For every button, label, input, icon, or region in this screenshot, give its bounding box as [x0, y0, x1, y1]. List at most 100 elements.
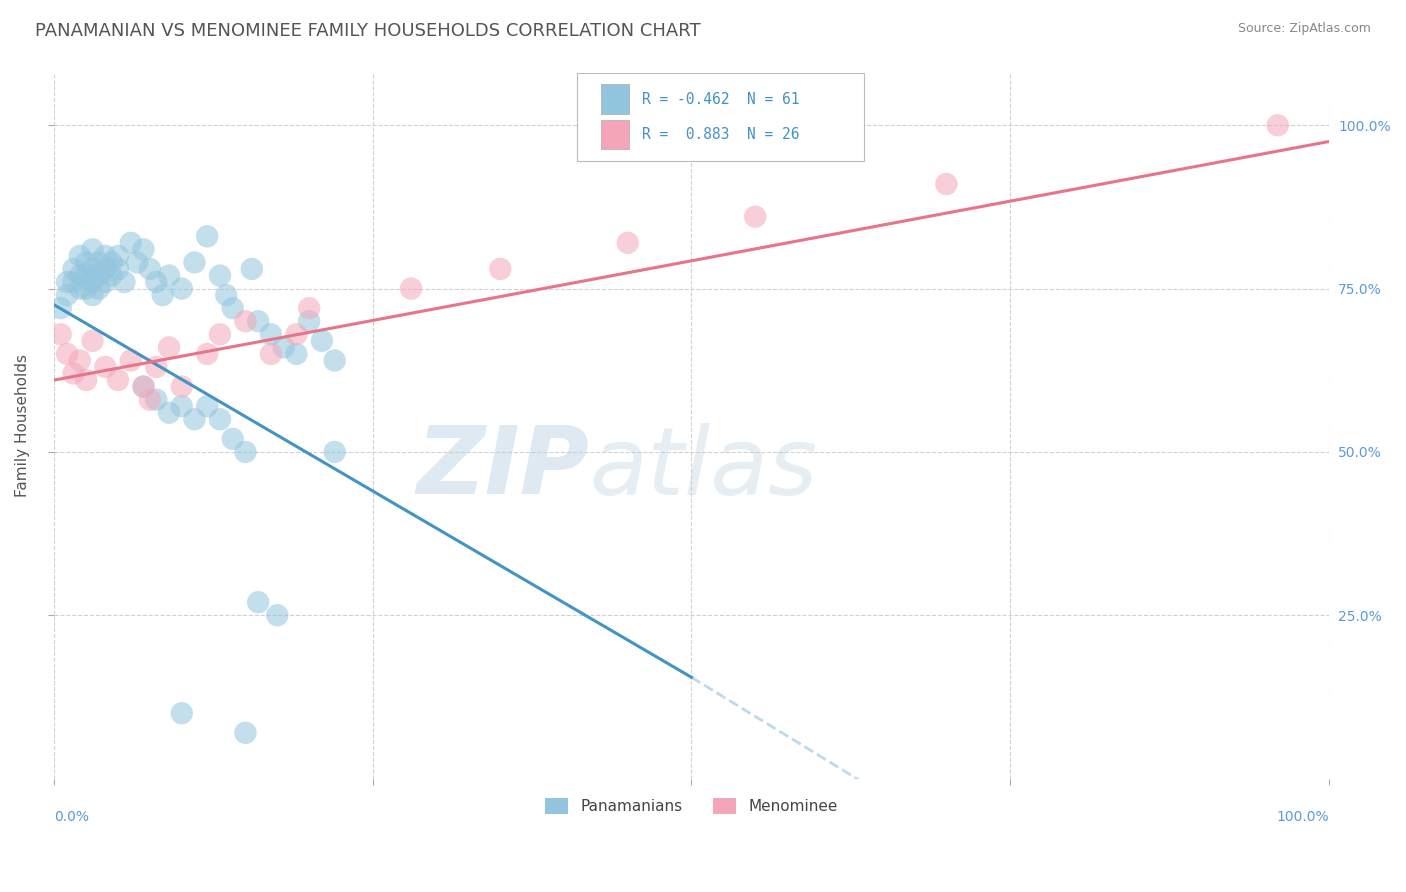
Point	[145, 392, 167, 407]
Point	[94, 262, 117, 277]
Point	[298, 314, 321, 328]
Point	[489, 262, 512, 277]
Point	[157, 268, 180, 283]
Point	[75, 373, 97, 387]
Point	[1267, 118, 1289, 132]
Point	[139, 262, 162, 277]
Point	[273, 340, 295, 354]
Point	[170, 706, 193, 721]
Point	[235, 314, 257, 328]
Point	[157, 406, 180, 420]
Text: Source: ZipAtlas.com: Source: ZipAtlas.com	[1237, 22, 1371, 36]
Point	[107, 249, 129, 263]
Point	[132, 243, 155, 257]
Point	[87, 268, 110, 283]
Point	[69, 249, 91, 263]
Point	[195, 347, 218, 361]
Point	[62, 367, 84, 381]
Point	[247, 595, 270, 609]
Point	[132, 379, 155, 393]
Point	[266, 608, 288, 623]
Point	[127, 255, 149, 269]
Point	[49, 327, 72, 342]
Point	[56, 347, 79, 361]
Point	[69, 268, 91, 283]
Point	[183, 412, 205, 426]
Text: R =  0.883  N = 26: R = 0.883 N = 26	[641, 127, 799, 142]
Point	[87, 282, 110, 296]
Legend: Panamanians, Menominee: Panamanians, Menominee	[540, 792, 844, 821]
Point	[260, 347, 283, 361]
Point	[298, 301, 321, 315]
Point	[215, 288, 238, 302]
Bar	[600, 84, 628, 114]
Point	[235, 445, 257, 459]
Point	[311, 334, 333, 348]
Point	[100, 255, 122, 269]
Point	[112, 275, 135, 289]
Point	[935, 177, 957, 191]
Text: atlas: atlas	[589, 423, 818, 514]
Point	[285, 347, 308, 361]
Point	[157, 340, 180, 354]
Point	[195, 229, 218, 244]
Point	[87, 255, 110, 269]
Point	[56, 275, 79, 289]
Point	[107, 262, 129, 277]
Point	[94, 359, 117, 374]
Point	[75, 282, 97, 296]
Point	[222, 432, 245, 446]
Text: ZIP: ZIP	[416, 422, 589, 514]
Text: 0.0%: 0.0%	[55, 810, 90, 824]
Point	[247, 314, 270, 328]
Point	[75, 255, 97, 269]
Text: PANAMANIAN VS MENOMINEE FAMILY HOUSEHOLDS CORRELATION CHART: PANAMANIAN VS MENOMINEE FAMILY HOUSEHOLD…	[35, 22, 700, 40]
Point	[82, 275, 104, 289]
Point	[82, 262, 104, 277]
Y-axis label: Family Households: Family Households	[15, 354, 30, 497]
Point	[82, 334, 104, 348]
Point	[183, 255, 205, 269]
Point	[62, 262, 84, 277]
Point	[120, 235, 142, 250]
Point	[152, 288, 174, 302]
Point	[69, 282, 91, 296]
Point	[208, 268, 231, 283]
Text: R = -0.462  N = 61: R = -0.462 N = 61	[641, 92, 799, 106]
Point	[94, 275, 117, 289]
Point	[208, 327, 231, 342]
Point	[145, 275, 167, 289]
Point	[222, 301, 245, 315]
Point	[170, 282, 193, 296]
Point	[100, 268, 122, 283]
Point	[208, 412, 231, 426]
Point	[170, 379, 193, 393]
Point	[120, 353, 142, 368]
Point	[399, 282, 422, 296]
Point	[62, 275, 84, 289]
Point	[235, 726, 257, 740]
Point	[139, 392, 162, 407]
Point	[260, 327, 283, 342]
Point	[107, 373, 129, 387]
Point	[132, 379, 155, 393]
FancyBboxPatch shape	[576, 73, 863, 161]
Point	[94, 249, 117, 263]
Bar	[600, 120, 628, 149]
Point	[240, 262, 263, 277]
Point	[49, 301, 72, 315]
Point	[323, 445, 346, 459]
Point	[195, 399, 218, 413]
Point	[744, 210, 766, 224]
Point	[285, 327, 308, 342]
Point	[56, 288, 79, 302]
Point	[82, 243, 104, 257]
Point	[616, 235, 638, 250]
Text: 100.0%: 100.0%	[1277, 810, 1329, 824]
Point	[82, 288, 104, 302]
Point	[145, 359, 167, 374]
Point	[323, 353, 346, 368]
Point	[75, 268, 97, 283]
Point	[170, 399, 193, 413]
Point	[69, 353, 91, 368]
